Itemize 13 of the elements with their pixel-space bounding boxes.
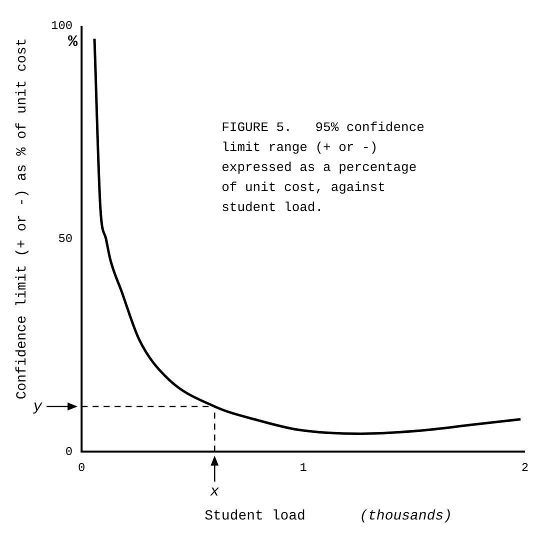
ref-line-label: y: [32, 398, 44, 416]
y-tick-label: 100: [50, 19, 73, 34]
x-tick-label: 1: [300, 460, 307, 475]
y-tick-label: 50: [58, 232, 73, 246]
x-axis-title: Student load: [204, 508, 306, 525]
y-axis-title: Confidence limit (+ or -) as % of unit cost: [14, 38, 31, 400]
ref-line-label: x: [209, 484, 220, 501]
text: (thousands): [360, 508, 452, 525]
annotation: FIGURE 5. 95% confidence limit range (+ or -) expressed as a percentage of unit cost, against student load.: [222, 120, 424, 215]
y-tick-label: 0: [65, 444, 73, 459]
x-tick-label: 2: [521, 460, 529, 475]
x-tick-label: 0: [78, 460, 86, 475]
text: %: [68, 33, 78, 52]
